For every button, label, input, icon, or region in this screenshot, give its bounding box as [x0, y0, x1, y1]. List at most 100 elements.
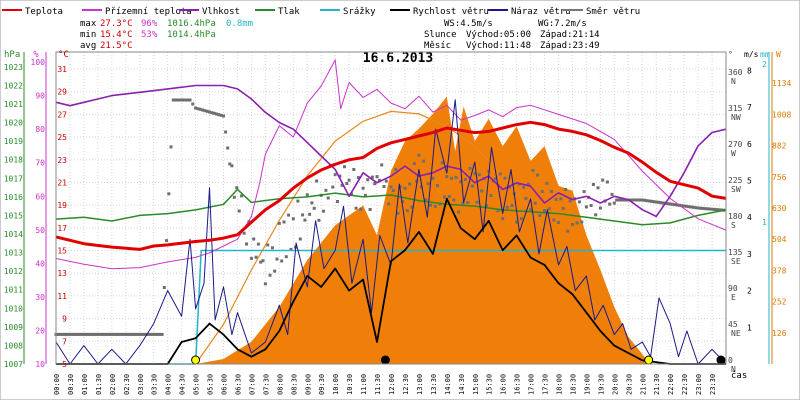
wind-direction-point: [273, 269, 277, 273]
wind-direction-point: [156, 332, 160, 336]
wind-direction-point: [217, 113, 221, 117]
wind-direction-point: [552, 218, 556, 222]
wind-direction-point: [169, 145, 173, 149]
wind-direction-point: [345, 182, 349, 185]
wind-direction-point: [643, 198, 647, 202]
dir-tick-cardinal: SW: [731, 185, 741, 194]
wind-direction-point: [522, 185, 526, 189]
wind-direction-point: [384, 179, 388, 183]
wind-direction-point: [80, 332, 84, 336]
wind-direction-point: [212, 111, 216, 115]
wind-direction-point: [124, 332, 128, 336]
wind-direction-point: [122, 332, 125, 336]
solar-axis-unit: W: [776, 50, 781, 59]
rain-axis-unit: mm: [760, 50, 770, 59]
dir-tick-cardinal: E: [731, 293, 736, 302]
wind-direction-point: [533, 201, 537, 205]
wind-direction-point: [73, 332, 77, 336]
hpa-tick-label: 1010: [4, 304, 23, 313]
wind-direction-point: [640, 198, 644, 202]
wind-direction-point: [445, 175, 449, 179]
wind-direction-point: [147, 332, 151, 336]
dir-tick-degrees: 270: [728, 140, 743, 149]
dir-tick-cardinal: NE: [731, 329, 741, 338]
chart-title: 16.6.2013: [363, 51, 433, 66]
wind-direction-point: [426, 182, 430, 186]
wind-direction-point: [415, 179, 419, 183]
wind-direction-point: [117, 332, 121, 336]
wind-direction-point: [689, 205, 693, 209]
wind-direction-point: [582, 190, 586, 194]
wind-direction-point: [531, 168, 535, 172]
dir-tick-cardinal: N: [731, 77, 736, 86]
wind-direction-point: [519, 217, 523, 221]
time-tick-label: 21:00: [639, 374, 647, 395]
wind-direction-point: [98, 332, 102, 336]
wind-direction-point: [224, 130, 228, 134]
time-tick-label: 10:30: [346, 374, 354, 395]
wind-direction-point: [584, 205, 588, 209]
wind-direction-point: [477, 173, 481, 177]
wind-direction-point: [461, 201, 465, 205]
stat-temp: 21.5°C: [100, 41, 133, 51]
rain-tick-label: 1: [762, 218, 767, 227]
series-line-přízemní-teplota: [55, 59, 727, 270]
wind-direction-point: [510, 204, 514, 208]
wind-direction-point: [186, 98, 190, 102]
wind-direction-point: [661, 201, 665, 205]
wind-direction-point: [424, 198, 428, 202]
moonset-value: Západ:23:49: [540, 41, 600, 51]
time-tick-label: 22:00: [667, 374, 675, 395]
wind-direction-point: [210, 111, 214, 115]
wind-direction-point: [452, 198, 456, 202]
wind-direction-point: [317, 218, 321, 222]
wind-direction-point: [188, 98, 192, 102]
wind-direction-point: [419, 185, 423, 189]
pct-tick-label: 80: [35, 125, 45, 134]
time-tick-label: 20:30: [625, 374, 633, 395]
wind-direction-point: [596, 186, 600, 190]
wind-direction-point: [524, 197, 528, 201]
wind-direction-point: [91, 332, 95, 336]
wind-direction-point: [629, 198, 633, 202]
wind-direction-point: [270, 246, 274, 250]
wind-direction-point: [615, 198, 619, 202]
wind-direction-point: [545, 181, 549, 185]
wind-direction-point: [377, 178, 381, 182]
wind-direction-point: [547, 207, 551, 211]
wind-direction-point: [550, 190, 553, 193]
wind-direction-point: [529, 208, 533, 212]
wind-direction-point: [571, 222, 574, 226]
legend-label: Tlak: [278, 7, 300, 17]
wind-direction-point: [698, 206, 702, 210]
solar-tick-label: 378: [772, 266, 787, 275]
stat-label: avg: [80, 41, 96, 51]
stat-temp: 27.3°C: [100, 19, 133, 29]
time-tick-label: 01:30: [95, 374, 103, 395]
sun-label: Slunce: [424, 30, 457, 40]
time-tick-label: 10:00: [332, 374, 340, 395]
time-tick-label: 08:30: [290, 374, 298, 395]
time-tick-label: 09:30: [318, 374, 326, 395]
wind-direction-point: [232, 195, 236, 199]
wind-direction-point: [657, 200, 660, 204]
wind-direction-point: [443, 195, 446, 199]
temp-tick-label: 17: [57, 224, 67, 233]
temp-tick-label: 5: [62, 360, 67, 369]
hpa-tick-label: 1009: [4, 323, 23, 332]
legend-label: Vlhkost: [202, 7, 240, 17]
wind-direction-point: [315, 179, 319, 183]
temp-tick-label: 25: [57, 133, 67, 142]
wind-direction-point: [291, 217, 295, 221]
wind-direction-point: [671, 202, 674, 206]
wind-direction-point: [363, 193, 367, 197]
wind-direction-point: [612, 201, 616, 205]
hpa-tick-label: 1011: [4, 286, 23, 295]
wind-direction-point: [566, 229, 570, 233]
wind-direction-point: [564, 188, 567, 191]
wind-direction-point: [389, 185, 393, 189]
wind-direction-point: [450, 176, 453, 180]
wind-direction-point: [235, 186, 239, 190]
wind-direction-point: [412, 162, 416, 166]
wind-direction-point: [398, 185, 402, 189]
